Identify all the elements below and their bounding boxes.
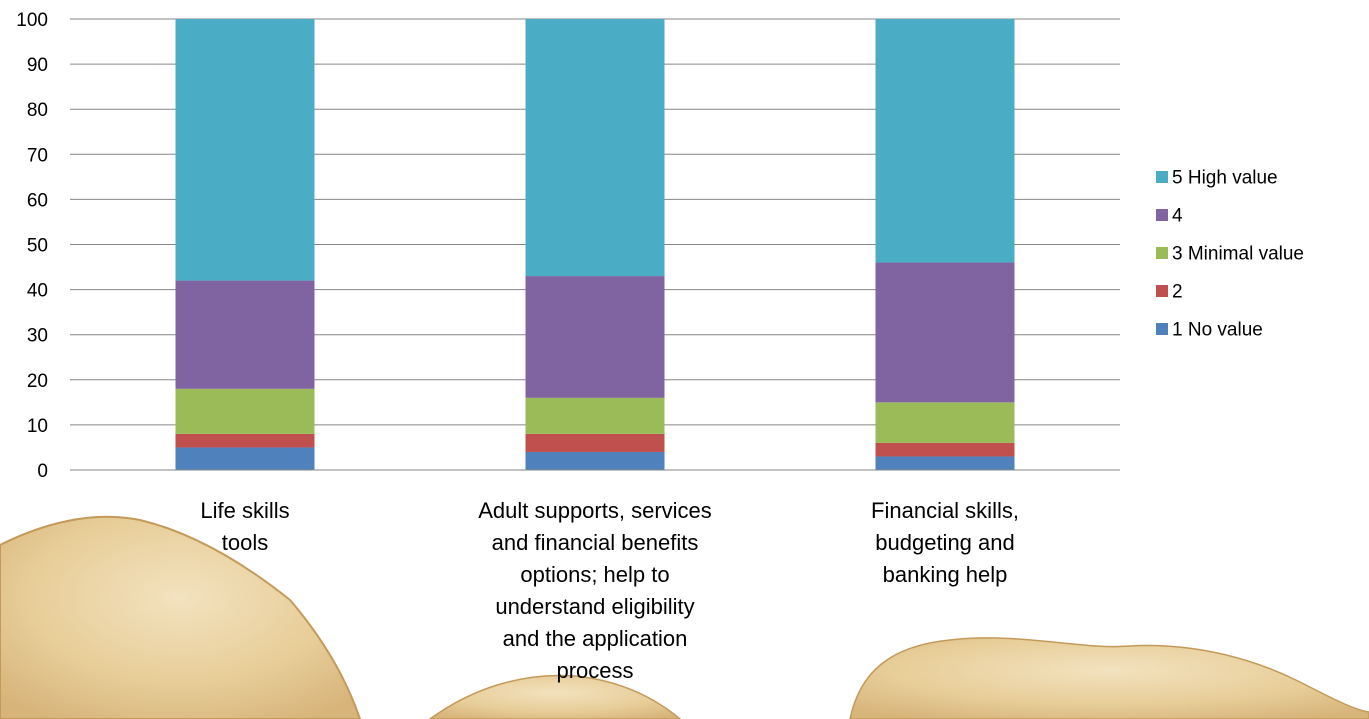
bar-segment	[175, 19, 315, 281]
legend-swatch	[1156, 323, 1168, 335]
legend-swatch	[1156, 209, 1168, 221]
legend: 5 High value 4 3 Minimal value 2 1 No value	[1156, 168, 1304, 341]
y-tick-label: 50	[27, 236, 48, 257]
bar-segment	[175, 433, 315, 448]
bar-segment	[175, 447, 315, 470]
bar-segment	[175, 280, 315, 389]
bar-segment	[875, 442, 1015, 457]
y-tick-label: 40	[27, 281, 48, 302]
y-tick-label: 30	[27, 326, 48, 347]
legend-swatch	[1156, 247, 1168, 259]
parchment-background	[0, 515, 1369, 719]
y-tick-label: 100	[16, 10, 48, 31]
y-tick-label: 0	[37, 461, 48, 482]
x-category-label: Life skills tools	[200, 498, 289, 555]
bar-segment	[525, 276, 665, 398]
y-tick-label: 60	[27, 190, 48, 211]
y-tick-label: 80	[27, 100, 48, 121]
bar-segment	[875, 456, 1015, 470]
y-axis-ticks: 0 10 20 30 40 50 60 70 80 90 100	[16, 10, 48, 482]
y-tick-label: 20	[27, 371, 48, 392]
x-category-label: Adult supports, services and financial be…	[478, 498, 712, 683]
y-tick-label: 10	[27, 416, 48, 437]
legend-swatch	[1156, 285, 1168, 297]
legend-label: 4	[1172, 206, 1183, 227]
legend-label: 1 No value	[1172, 320, 1263, 341]
bar-segment	[525, 433, 665, 452]
x-axis-labels: Life skills tools Adult supports, services…	[200, 498, 1019, 683]
legend-swatch	[1156, 171, 1168, 183]
bar-segment	[525, 19, 665, 277]
legend-label: 3 Minimal value	[1172, 244, 1304, 265]
legend-label: 2	[1172, 282, 1183, 303]
bar-segment	[875, 19, 1015, 263]
bar-segment	[875, 402, 1015, 443]
bars	[175, 19, 1015, 470]
x-category-label: Financial skills, budgeting and banking he…	[871, 498, 1019, 587]
legend-label: 5 High value	[1172, 168, 1278, 189]
bar-segment	[875, 262, 1015, 403]
bar-segment	[175, 388, 315, 434]
y-tick-label: 70	[27, 145, 48, 166]
bar-segment	[525, 397, 665, 434]
y-tick-label: 90	[27, 55, 48, 76]
bar-segment	[525, 451, 665, 470]
